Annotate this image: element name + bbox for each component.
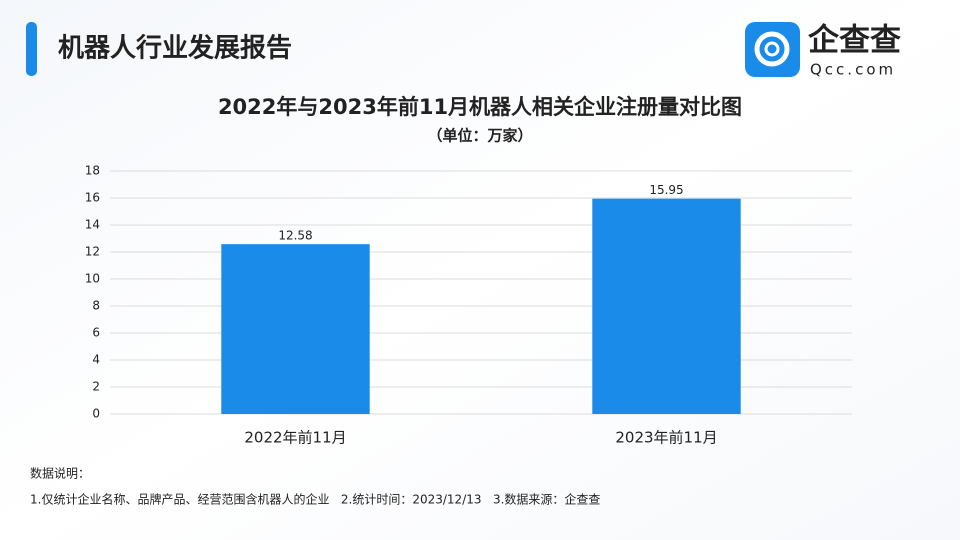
y-tick-label: 12	[85, 245, 100, 259]
chart-subtitle: （单位：万家）	[427, 127, 532, 145]
header-title: 机器人行业发展报告	[58, 33, 292, 64]
bar	[221, 244, 370, 414]
y-tick-label: 14	[85, 218, 100, 232]
logo-icon	[745, 22, 800, 77]
value-label: 15.95	[649, 183, 683, 197]
y-tick-label: 8	[92, 299, 100, 313]
y-tick-label: 0	[92, 407, 100, 421]
y-tick-label: 10	[85, 272, 100, 286]
logo-icon-ring	[754, 31, 790, 67]
notes-title: 数据说明：	[30, 466, 90, 481]
y-tick-label: 4	[92, 353, 100, 367]
y-tick-label: 16	[85, 191, 100, 205]
header-accent	[26, 22, 37, 76]
y-tick-label: 6	[92, 326, 100, 340]
x-tick-label: 2023年前11月	[615, 429, 717, 447]
chart-title: 2022年与2023年前11月机器人相关企业注册量对比图	[218, 95, 742, 119]
logo-icon-core	[764, 41, 780, 57]
x-tick-label: 2022年前11月	[244, 429, 346, 447]
logo-domain: Qcc.com	[810, 61, 896, 79]
bar	[592, 198, 741, 414]
logo-name: 企查查	[808, 23, 901, 59]
y-tick-label: 2	[92, 380, 100, 394]
notes-text: 1.仅统计企业名称、品牌产品、经营范围含机器人的企业 2.统计时间：2023/1…	[30, 492, 600, 507]
value-label: 12.58	[278, 229, 312, 243]
y-tick-label: 18	[85, 164, 100, 178]
